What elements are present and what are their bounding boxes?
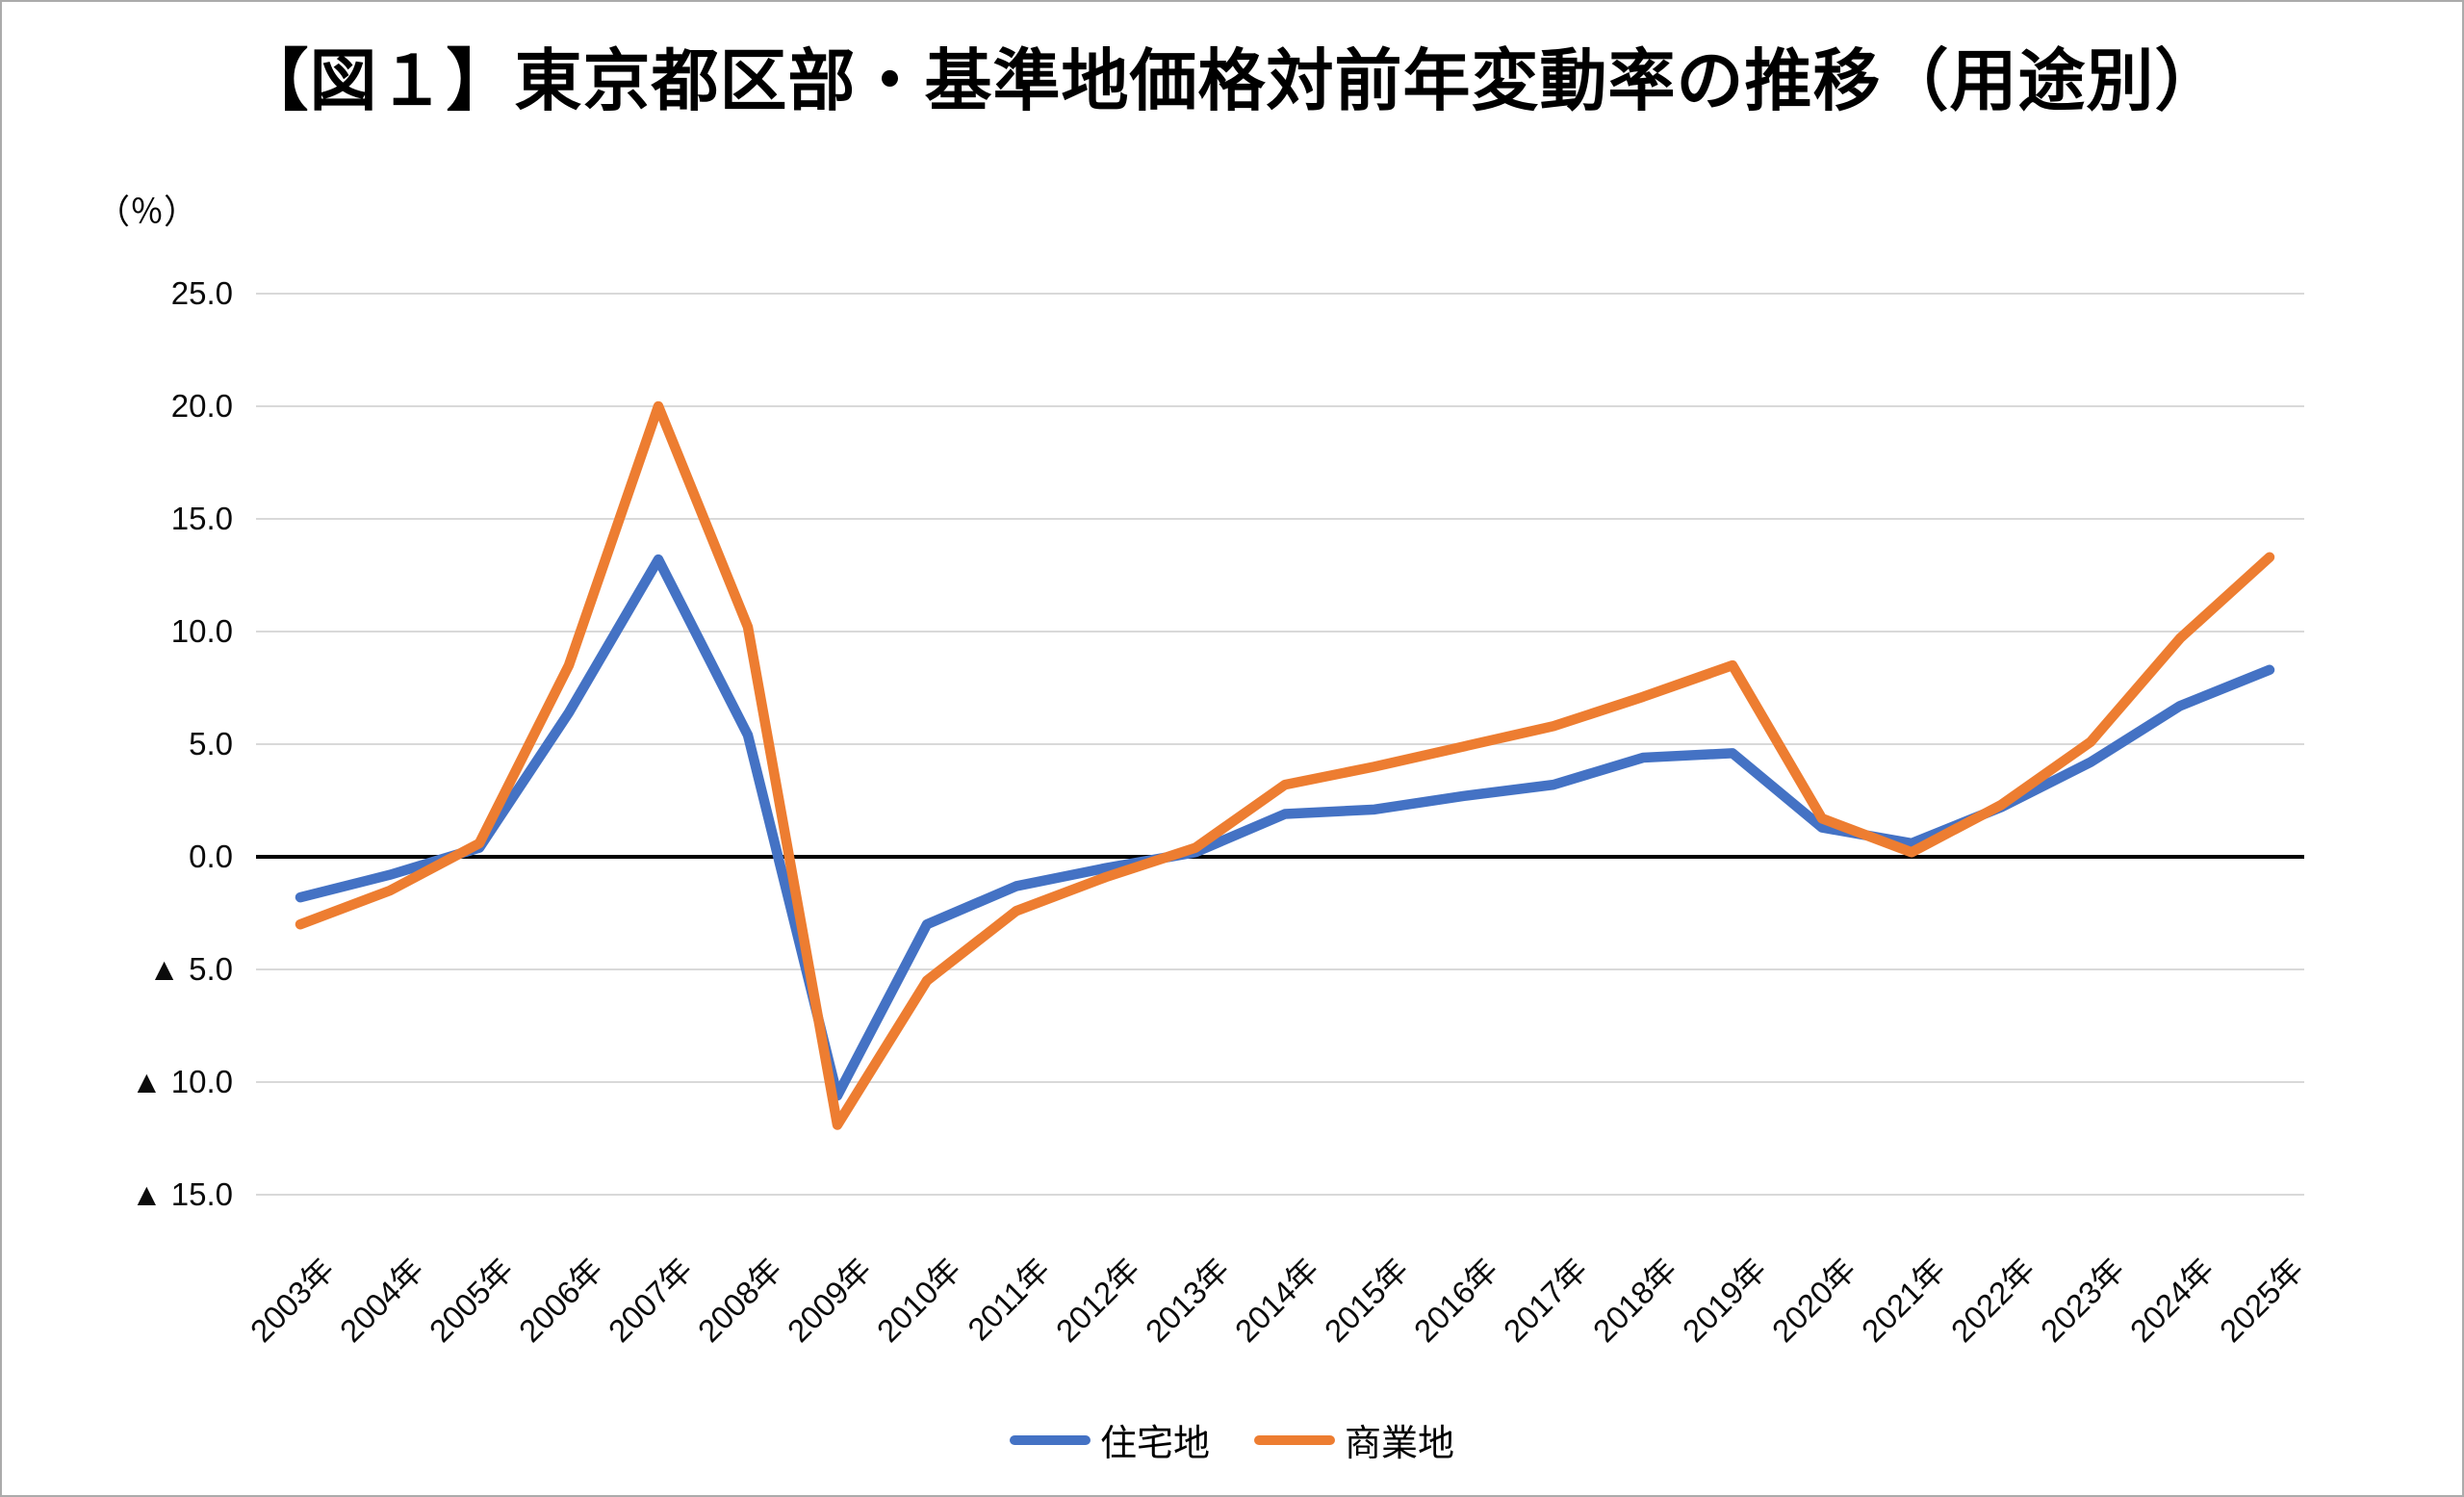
y-tick-label: ▲ 5.0 (148, 951, 233, 987)
y-tick-label: ▲ 15.0 (130, 1176, 233, 1212)
legend-swatch-icon (1254, 1434, 1335, 1445)
y-tick-label: 15.0 (170, 501, 233, 536)
y-axis-unit-label: （％） (96, 194, 198, 231)
series-line-住宅地 (295, 554, 2275, 1101)
legend-label: 商業地 (1345, 1424, 1455, 1464)
y-tick-label: 0.0 (189, 839, 233, 874)
legend-label: 住宅地 (1099, 1424, 1210, 1464)
legend-item-住宅地: 住宅地 (1009, 1413, 1210, 1466)
legend-swatch-icon (1009, 1434, 1091, 1445)
y-tick-label: 10.0 (170, 613, 233, 649)
y-tick-label: 25.0 (170, 275, 233, 311)
legend-item-商業地: 商業地 (1254, 1413, 1454, 1466)
chart-title: 【図１】東京都区部・基準地価格対前年変動率の推移（用途別） (241, 43, 2223, 118)
legend: 住宅地 商業地 (2, 1413, 2462, 1466)
y-tick-label: ▲ 10.0 (130, 1064, 233, 1099)
series-line-商業地 (295, 400, 2275, 1130)
y-tick-label: 5.0 (189, 726, 233, 761)
y-tick-label: 20.0 (170, 388, 233, 424)
